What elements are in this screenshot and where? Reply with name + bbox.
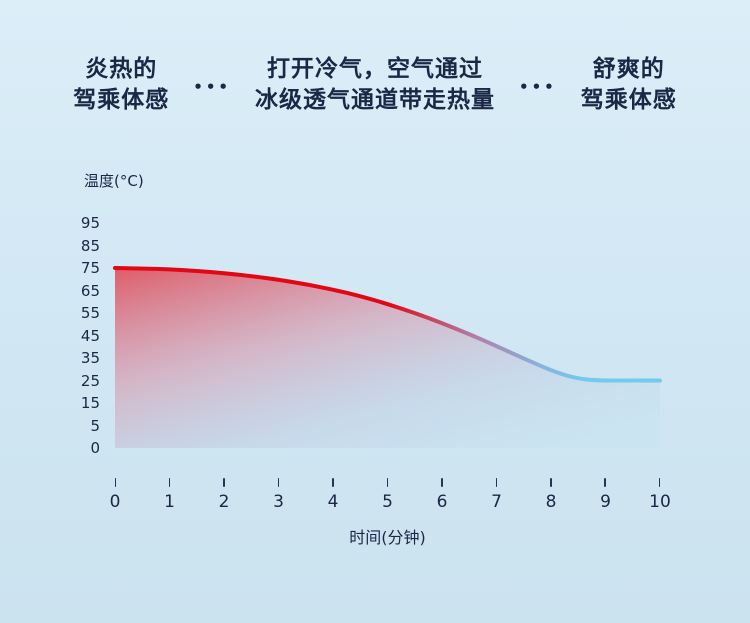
x-tick-label: 9 bbox=[600, 492, 611, 512]
header: 炎热的 驾乘体感 ••• 打开冷气，空气通过 冰级透气通道带走热量 ••• 舒爽… bbox=[0, 54, 750, 116]
x-tick-label: 4 bbox=[327, 492, 339, 512]
y-axis-tick-labels: 95 85 75 65 55 45 35 25 15 5 0 bbox=[52, 212, 100, 460]
x-tick-mark bbox=[223, 478, 225, 487]
y-axis-title: 温度(°C) bbox=[84, 172, 144, 190]
header-center-block: 打开冷气，空气通过 冰级透气通道带走热量 bbox=[255, 54, 495, 116]
header-right-block: 舒爽的 驾乘体感 bbox=[581, 54, 677, 116]
x-axis-tick-marks bbox=[114, 478, 661, 487]
header-right-line2: 驾乘体感 bbox=[580, 87, 677, 113]
x-tick-label: 5 bbox=[382, 492, 393, 512]
y-tick-label: 85 bbox=[80, 236, 100, 255]
header-left-line2: 驾乘体感 bbox=[73, 87, 170, 113]
x-tick-label: 2 bbox=[218, 492, 230, 512]
y-tick-label: 45 bbox=[80, 326, 100, 345]
y-tick-label: 95 bbox=[80, 214, 100, 232]
dots-separator-left: ••• bbox=[193, 78, 231, 96]
x-tick-mark bbox=[604, 478, 606, 487]
header-center-line1: 打开冷气，空气通过 bbox=[267, 56, 483, 82]
plot-area bbox=[113, 266, 662, 448]
x-tick-mark bbox=[386, 478, 389, 487]
x-tick-mark bbox=[550, 478, 552, 487]
x-tick-mark bbox=[658, 478, 661, 487]
x-tick-label: 8 bbox=[545, 492, 557, 512]
x-tick-label: 1 bbox=[164, 492, 175, 512]
x-tick-mark bbox=[168, 478, 171, 487]
x-tick-label: 7 bbox=[491, 492, 502, 512]
dots-separator-right: ••• bbox=[519, 78, 557, 96]
header-right-line1: 舒爽的 bbox=[592, 56, 665, 82]
y-tick-label: 5 bbox=[90, 416, 100, 435]
y-tick-label: 75 bbox=[80, 259, 100, 277]
x-tick-label: 3 bbox=[273, 492, 284, 512]
y-tick-label: 65 bbox=[80, 281, 100, 300]
x-tick-mark bbox=[277, 478, 280, 487]
y-tick-label: 35 bbox=[80, 349, 100, 367]
x-tick-label: 0 bbox=[109, 492, 121, 512]
x-tick-mark bbox=[495, 478, 498, 487]
header-center-line2: 冰级透气通道带走热量 bbox=[255, 87, 495, 113]
y-tick-label: 15 bbox=[80, 394, 100, 412]
x-tick-mark bbox=[114, 478, 116, 487]
x-axis-title: 时间(分钟) bbox=[349, 528, 426, 547]
x-tick-label: 10 bbox=[649, 492, 671, 512]
x-axis-tick-labels: 0 1 2 3 4 5 6 7 8 9 10 bbox=[88, 492, 687, 512]
header-left-line1: 炎热的 bbox=[85, 56, 158, 82]
temperature-curve bbox=[113, 266, 662, 383]
header-left-block: 炎热的 驾乘体感 bbox=[73, 54, 169, 116]
x-tick-mark bbox=[332, 478, 334, 487]
x-tick-mark bbox=[441, 478, 443, 487]
y-tick-label: 55 bbox=[80, 304, 100, 322]
y-tick-label: 0 bbox=[90, 439, 100, 457]
x-tick-label: 6 bbox=[436, 492, 448, 512]
temperature-area-fill bbox=[115, 268, 660, 448]
y-tick-label: 25 bbox=[80, 371, 100, 390]
